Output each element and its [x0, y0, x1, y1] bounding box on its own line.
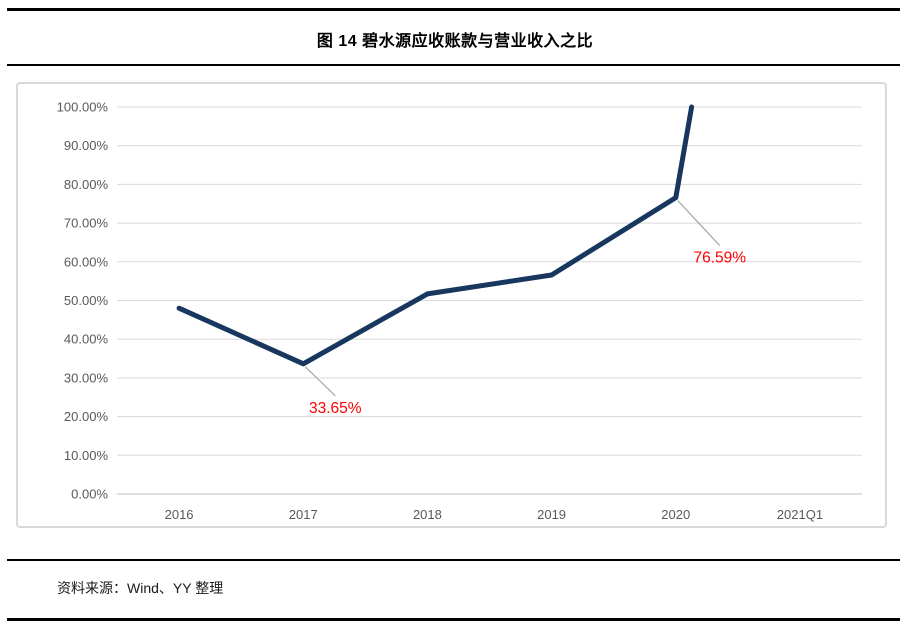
y-tick-label: 0.00%	[71, 487, 108, 502]
y-tick-label: 50.00%	[64, 293, 109, 308]
y-tick-label: 20.00%	[64, 409, 109, 424]
source-top-rule	[7, 559, 900, 561]
figure-title: 图 14 碧水源应收账款与营业收入之比	[316, 33, 594, 50]
y-tick-label: 90.00%	[64, 138, 109, 153]
data-label: 33.65%	[309, 400, 362, 417]
bottom-rule	[7, 618, 900, 621]
x-tick-label: 2021Q1	[777, 507, 823, 522]
y-tick-label: 10.00%	[64, 448, 109, 463]
x-tick-label: 2020	[661, 507, 690, 522]
top-rule	[7, 8, 900, 11]
title-bottom-rule	[7, 64, 900, 66]
data-label: 76.59%	[693, 250, 746, 267]
y-tick-label: 70.00%	[64, 216, 109, 231]
x-tick-label: 2017	[289, 507, 318, 522]
y-tick-label: 40.00%	[64, 332, 109, 347]
chart-area: 0.00% 10.00% 20.00% 30.00% 40.00% 50.00% 60.00…	[16, 82, 887, 528]
x-tick-label: 2019	[537, 507, 566, 522]
y-tick-label: 60.00%	[64, 254, 109, 269]
y-tick-label: 80.00%	[64, 177, 109, 192]
label-leader-line	[304, 366, 336, 397]
chart-canvas: 0.00% 10.00% 20.00% 30.00% 40.00% 50.00% 60.00…	[57, 100, 862, 522]
y-tick-label: 100.00%	[57, 100, 109, 115]
x-tick-label: 2016	[165, 507, 194, 522]
y-tick-label: 30.00%	[64, 370, 109, 385]
label-leader-line	[677, 200, 721, 247]
source-text: 资料来源：Wind、YY 整理	[57, 580, 224, 596]
x-tick-label: 2018	[413, 507, 442, 522]
data-line	[176, 104, 695, 367]
